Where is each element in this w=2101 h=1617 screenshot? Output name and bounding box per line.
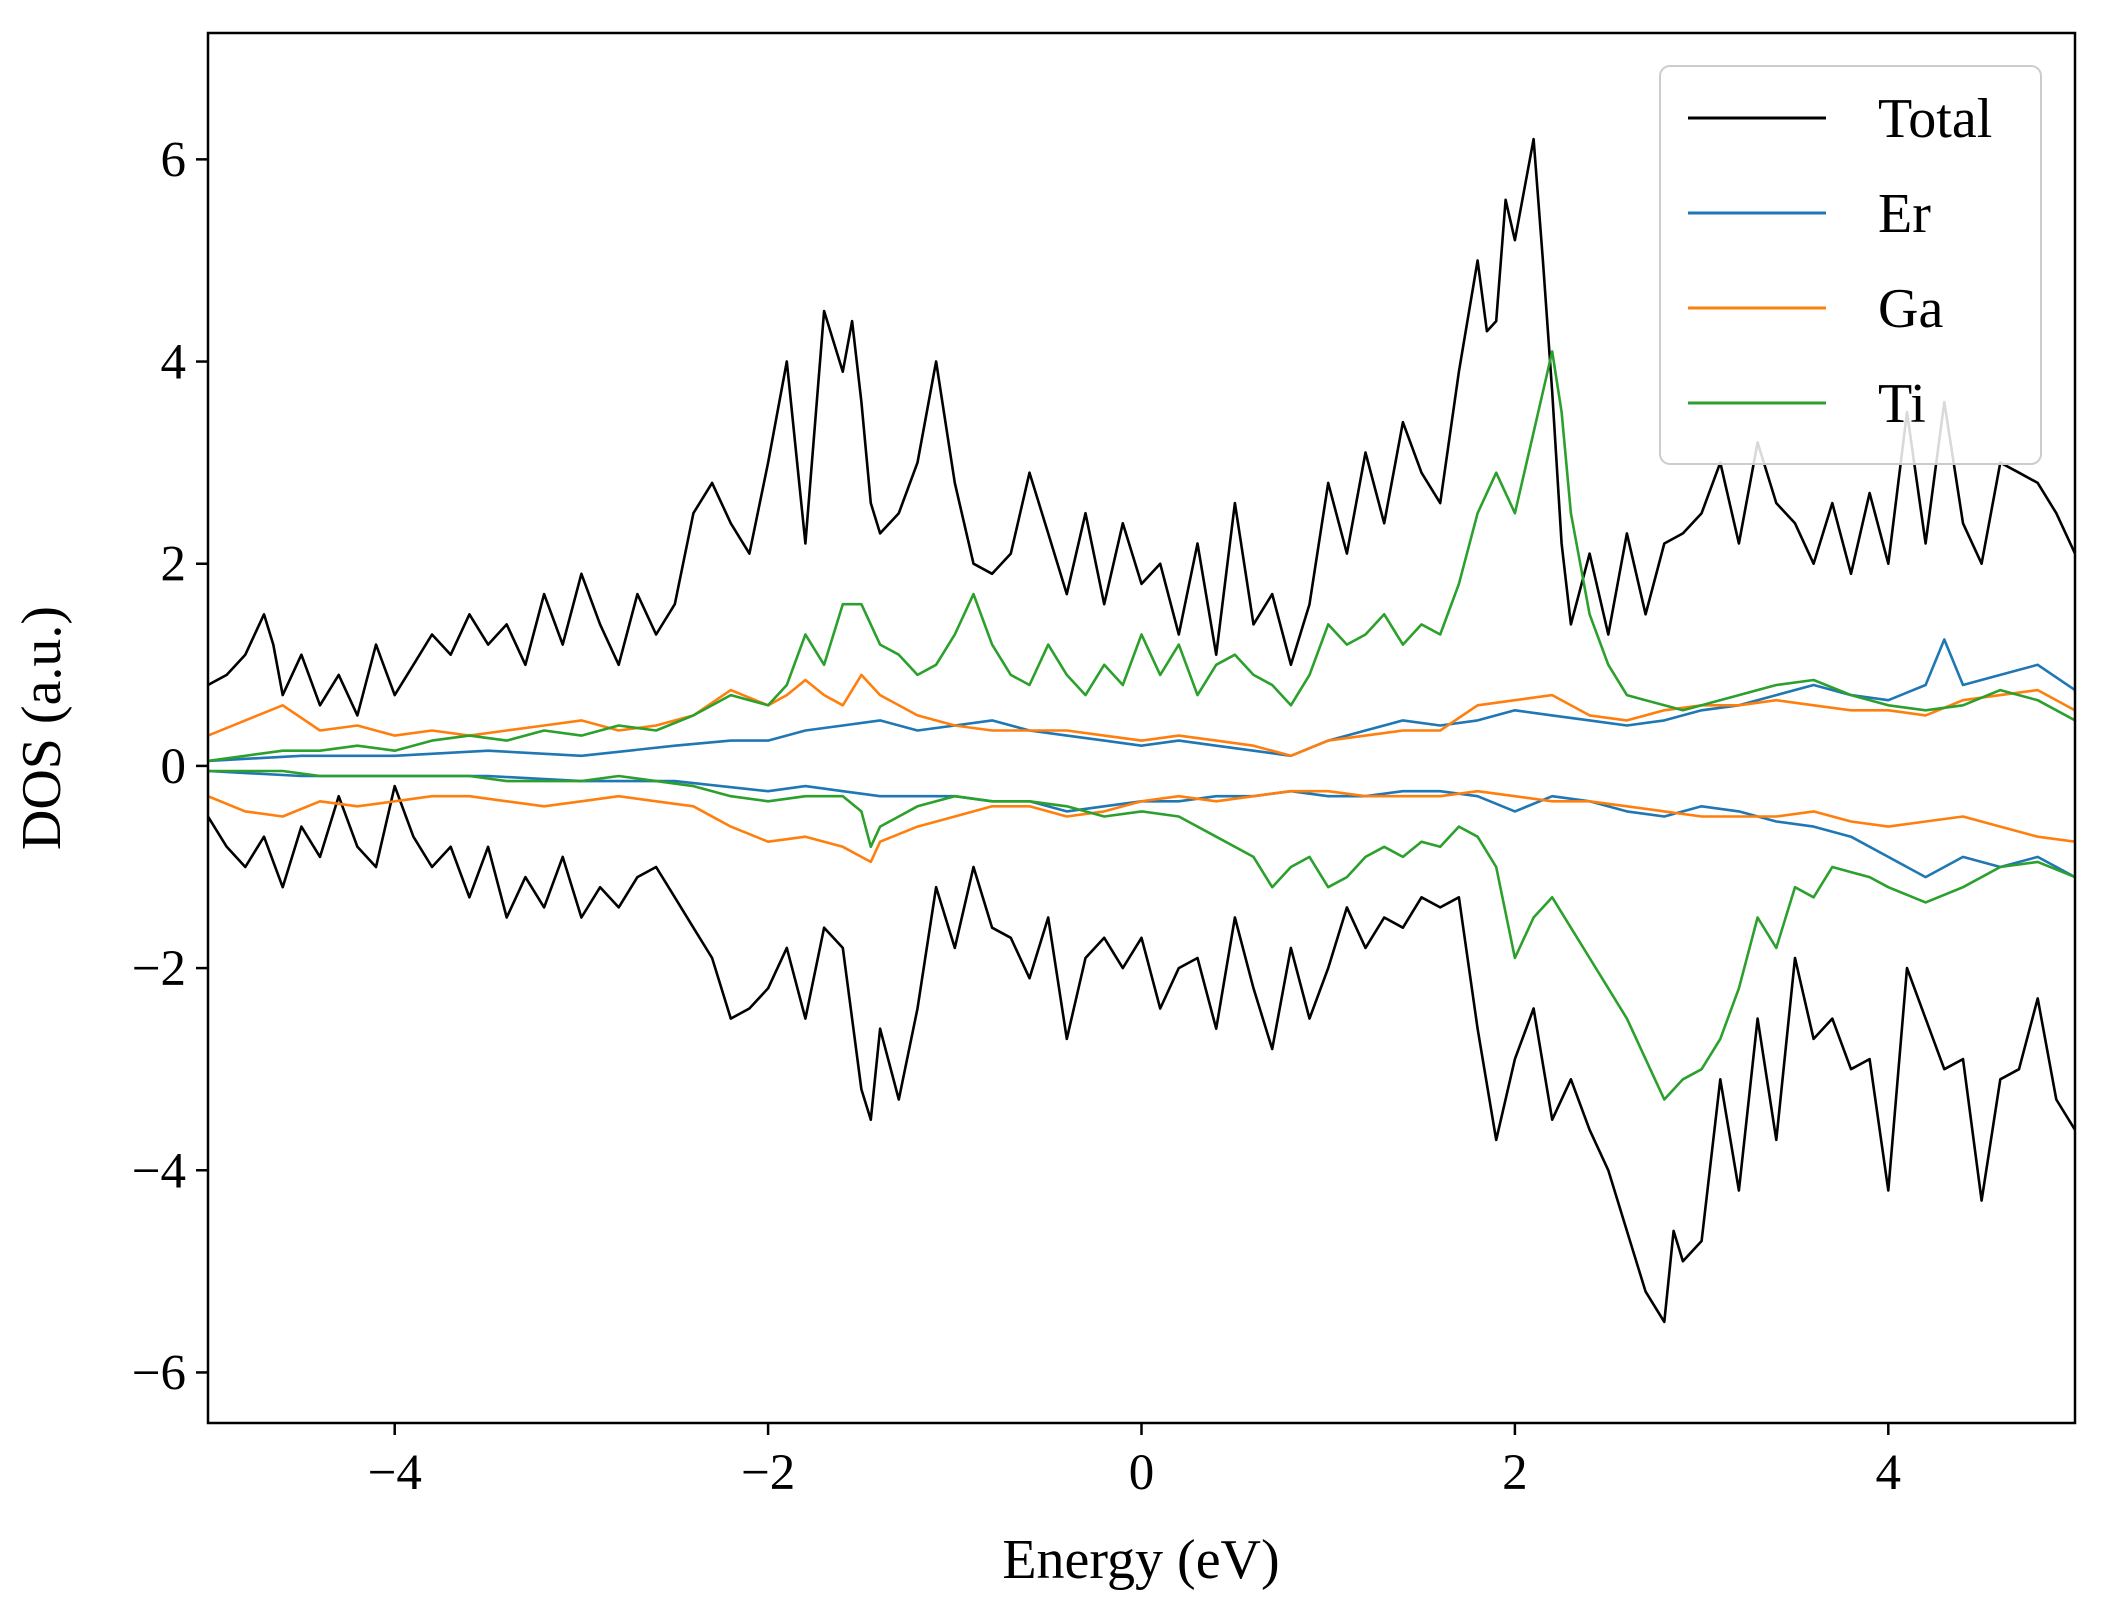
x-tick-label: −4 [368,1445,422,1501]
y-tick-label: −2 [132,941,186,997]
y-tick-label: 6 [161,132,187,188]
series-line-ti-up [208,350,2075,763]
x-tick-label: 2 [1502,1445,1528,1501]
x-axis-ticks: −4 −2 0 2 4 [368,1423,1901,1501]
series-line-ga-down [208,789,2075,864]
y-tick-label: 2 [161,537,187,593]
x-tick-label: 0 [1129,1445,1155,1501]
series-line-total-down [208,784,2075,1324]
y-tick-label: 4 [161,335,187,391]
series-line-total-up [208,137,2075,717]
y-tick-label: −6 [132,1345,186,1401]
x-tick-label: −2 [741,1445,795,1501]
y-tick-label: −4 [132,1143,186,1199]
x-axis-label: Energy (eV) [1002,1529,1279,1591]
x-tick-label: 4 [1876,1445,1902,1501]
legend-label-total: Total [1878,88,1992,150]
y-axis-ticks: −6 −4 −2 0 2 4 6 [132,132,208,1401]
legend-box [1659,65,2042,465]
series-line-ti-down [208,769,2075,1101]
series-layer [208,137,2075,1324]
legend: Total Er Ga Ti [1659,65,2042,465]
legend-label-er: Er [1878,183,1931,245]
legend-items: Total Er Ga Ti [1688,88,1992,435]
legend-label-ga: Ga [1878,278,1943,340]
y-axis-label: DOS (a.u.) [11,606,73,850]
series-line-er-down [208,769,2075,879]
legend-label-ti: Ti [1878,373,1926,435]
series-line-ga-up [208,673,2075,758]
y-tick-label: 0 [161,739,187,795]
